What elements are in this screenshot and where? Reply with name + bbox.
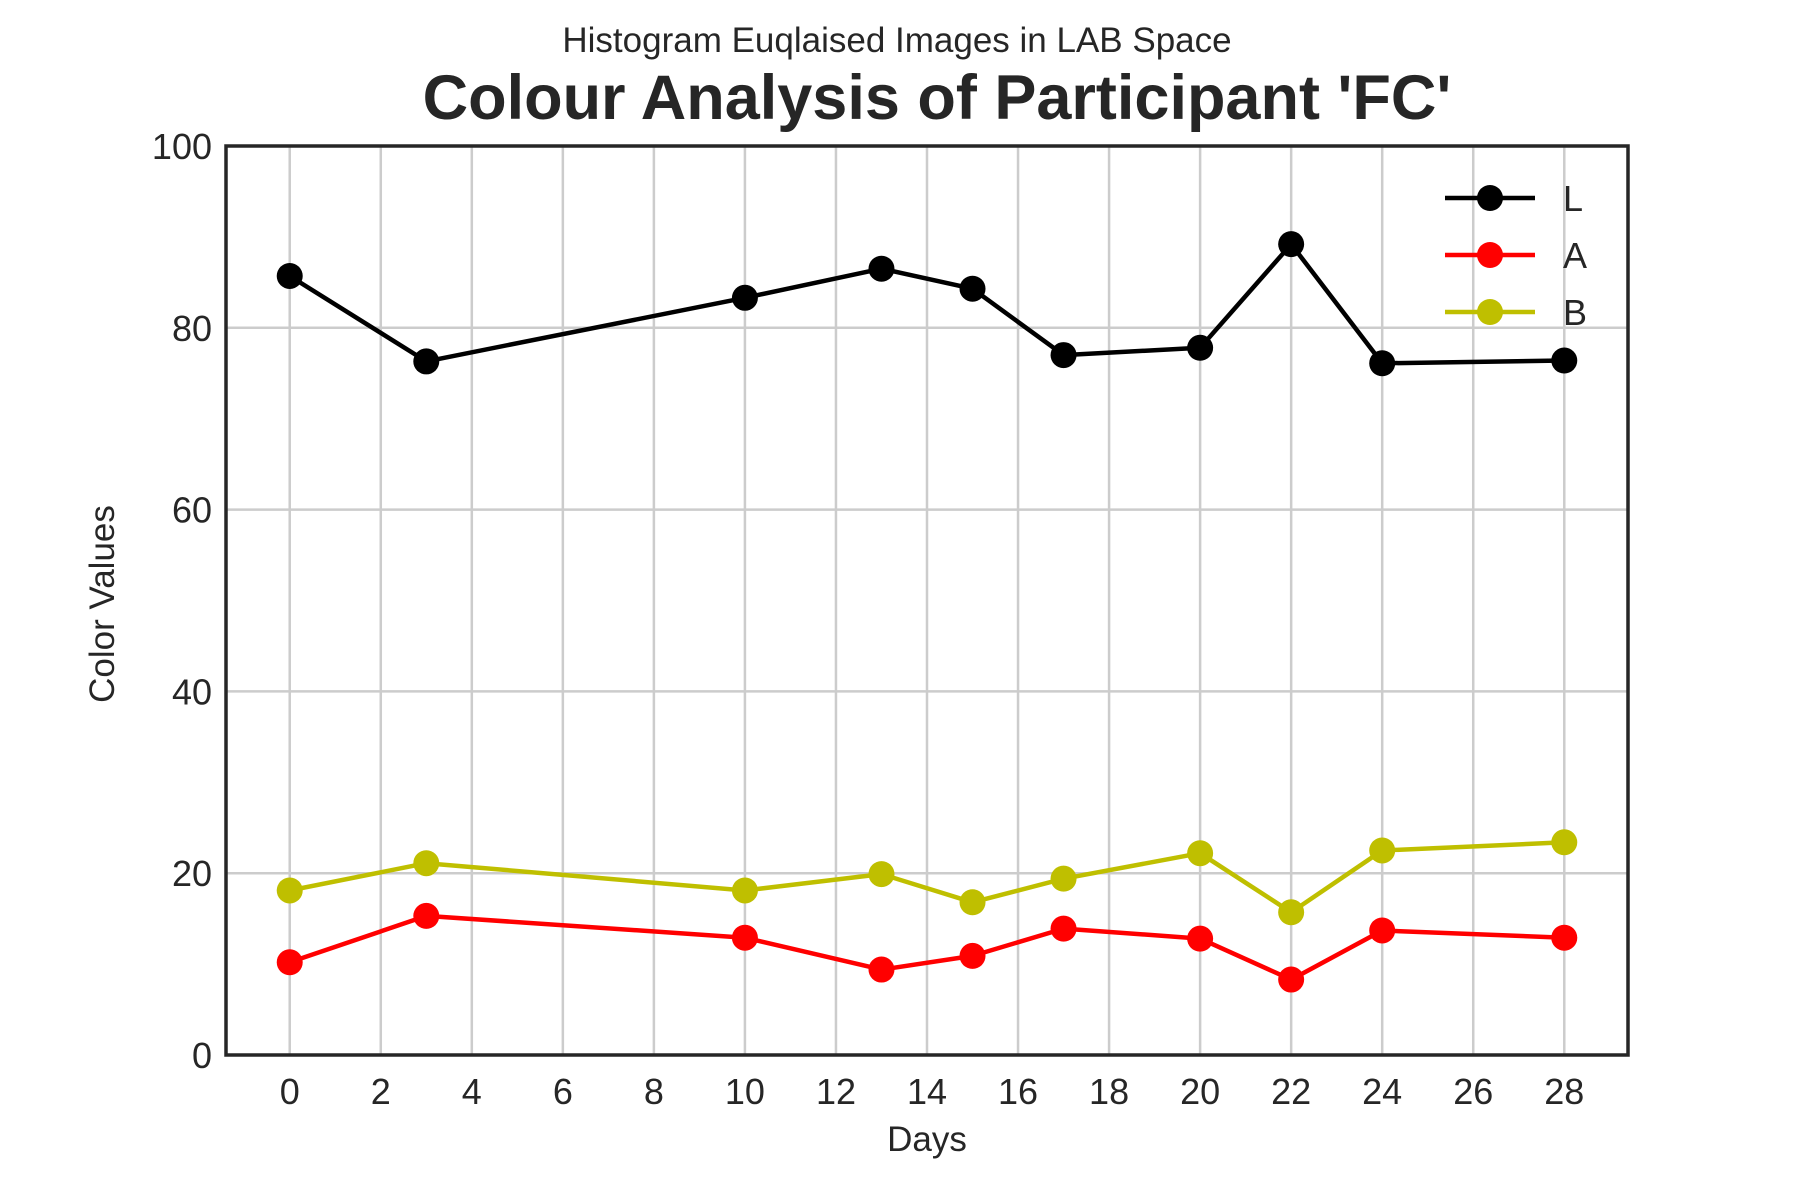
x-tick-label: 0 bbox=[280, 1071, 300, 1112]
plot-series bbox=[276, 231, 1578, 993]
y-tick-label: 100 bbox=[152, 126, 212, 167]
series-line-a bbox=[288, 913, 1565, 982]
data-point-a bbox=[868, 956, 895, 983]
data-point-l bbox=[1278, 231, 1305, 258]
data-point-b bbox=[868, 861, 895, 888]
data-point-l bbox=[276, 262, 303, 289]
x-tick-label: 28 bbox=[1544, 1071, 1584, 1112]
data-point-b bbox=[1187, 840, 1214, 867]
data-point-a bbox=[1369, 917, 1396, 944]
data-point-a bbox=[1551, 924, 1578, 951]
data-point-a bbox=[1050, 915, 1077, 942]
legend-marker-l bbox=[1477, 185, 1503, 211]
data-point-l bbox=[731, 284, 758, 311]
x-tick-label: 18 bbox=[1089, 1071, 1129, 1112]
data-point-b bbox=[413, 850, 440, 877]
data-point-l bbox=[413, 348, 440, 375]
x-tick-label: 10 bbox=[725, 1071, 765, 1112]
series-line-b bbox=[289, 840, 1565, 915]
x-tick-label: 26 bbox=[1453, 1071, 1493, 1112]
data-point-a bbox=[731, 924, 758, 951]
data-point-b bbox=[1551, 829, 1578, 856]
x-tick-label: 6 bbox=[553, 1071, 573, 1112]
x-tick-label: 22 bbox=[1271, 1071, 1311, 1112]
x-tick-label: 4 bbox=[462, 1071, 482, 1112]
data-point-b bbox=[1369, 837, 1396, 864]
legend: LAB bbox=[1445, 178, 1587, 333]
data-point-a bbox=[1187, 925, 1214, 952]
chart-title: Colour Analysis of Participant 'FC' bbox=[423, 63, 1452, 133]
data-point-a bbox=[276, 949, 303, 976]
legend-label-b: B bbox=[1563, 292, 1587, 333]
data-point-b bbox=[1050, 865, 1077, 892]
legend-label-a: A bbox=[1563, 235, 1587, 276]
x-tick-label: 12 bbox=[816, 1071, 856, 1112]
x-tick-label: 16 bbox=[998, 1071, 1038, 1112]
legend-marker-a bbox=[1477, 242, 1503, 268]
x-tick-label: 2 bbox=[371, 1071, 391, 1112]
data-point-b bbox=[276, 877, 303, 904]
x-tick-label: 20 bbox=[1180, 1071, 1220, 1112]
data-point-l bbox=[1369, 350, 1396, 377]
data-point-l bbox=[1187, 334, 1214, 361]
data-point-l bbox=[1551, 347, 1578, 374]
y-tick-label: 80 bbox=[172, 308, 212, 349]
y-tick-label: 40 bbox=[172, 671, 212, 712]
data-point-a bbox=[1278, 966, 1305, 993]
legend-marker-b bbox=[1477, 299, 1503, 325]
y-tick-label: 60 bbox=[172, 490, 212, 531]
series-line-l bbox=[288, 241, 1565, 366]
data-point-l bbox=[959, 275, 986, 302]
data-point-l bbox=[868, 255, 895, 282]
y-tick-label: 0 bbox=[192, 1035, 212, 1076]
data-point-l bbox=[1050, 342, 1077, 369]
data-point-a bbox=[413, 902, 440, 929]
plot-frame bbox=[224, 144, 1630, 1057]
chart-subtitle: Histogram Euqlaised Images in LAB Space bbox=[562, 21, 1231, 60]
legend-label-l: L bbox=[1563, 178, 1583, 219]
x-axis-label: Days bbox=[887, 1120, 967, 1159]
data-point-b bbox=[959, 889, 986, 916]
x-tick-label: 8 bbox=[644, 1071, 664, 1112]
x-tick-label: 14 bbox=[907, 1071, 947, 1112]
x-tick-label: 24 bbox=[1362, 1071, 1402, 1112]
data-point-a bbox=[959, 942, 986, 969]
y-tick-label: 20 bbox=[172, 853, 212, 894]
data-point-b bbox=[1278, 899, 1305, 926]
y-axis-label: Color Values bbox=[83, 505, 122, 703]
data-point-b bbox=[731, 877, 758, 904]
